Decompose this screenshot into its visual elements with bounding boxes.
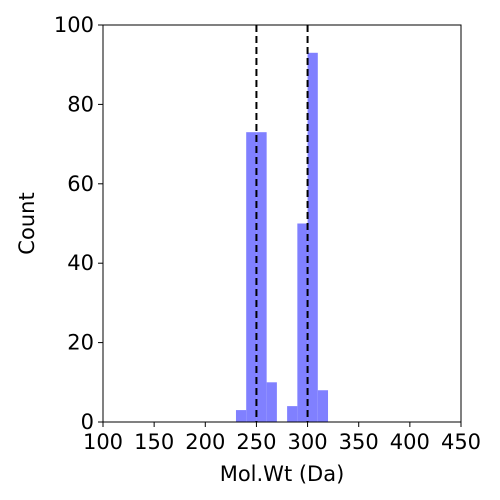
y-axis-ticks: 0 20 40 60 80 100 bbox=[54, 13, 103, 434]
histogram-bar-1 bbox=[246, 132, 257, 422]
x-tick-label-3: 250 bbox=[236, 430, 276, 454]
x-tick-label-2: 200 bbox=[185, 430, 225, 454]
histogram-bar-2 bbox=[256, 132, 267, 422]
x-tick-label-1: 150 bbox=[134, 430, 174, 454]
y-tick-label-1: 20 bbox=[67, 331, 94, 355]
reference-lines-group bbox=[255, 25, 309, 422]
x-tick-label-0: 100 bbox=[83, 430, 123, 454]
y-tick-label-4: 80 bbox=[67, 92, 94, 116]
histogram-bar-6 bbox=[307, 52, 318, 422]
x-tick-label-5: 350 bbox=[339, 430, 379, 454]
histogram-bar-7 bbox=[317, 390, 329, 422]
x-tick-label-6: 400 bbox=[390, 430, 430, 454]
x-tick-label-7: 450 bbox=[441, 430, 481, 454]
y-axis-title: Count bbox=[15, 192, 39, 254]
y-tick-label-5: 100 bbox=[54, 13, 94, 37]
histogram-bar-5 bbox=[297, 223, 308, 422]
plot-frame bbox=[102, 24, 462, 423]
y-tick-label-2: 40 bbox=[67, 251, 94, 275]
histogram-bar-4 bbox=[287, 406, 298, 422]
x-tick-label-4: 300 bbox=[288, 430, 328, 454]
x-axis-ticks: 100 150 200 250 300 350 400 450 bbox=[83, 422, 481, 454]
histogram-bar-0 bbox=[235, 410, 247, 422]
y-tick-label-3: 60 bbox=[67, 172, 94, 196]
histogram-bar-3 bbox=[266, 382, 277, 422]
bars-group bbox=[235, 52, 329, 422]
x-axis-title: Mol.Wt (Da) bbox=[220, 462, 345, 486]
y-tick-label-0: 0 bbox=[81, 410, 94, 434]
